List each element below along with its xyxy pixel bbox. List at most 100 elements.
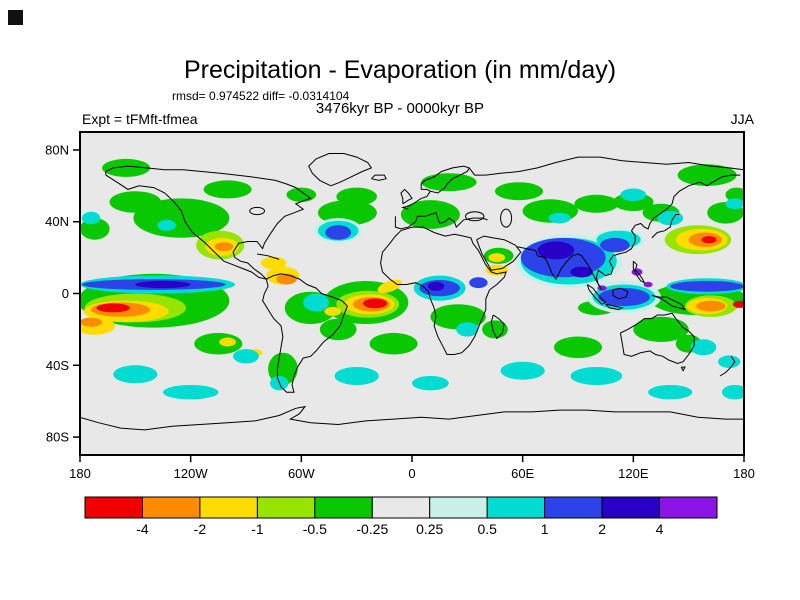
anomaly-region [214, 242, 234, 252]
coastline-path [476, 235, 522, 271]
colorbar-label: -1 [251, 521, 264, 537]
anomaly-region [648, 385, 693, 400]
colorbar-segment [659, 496, 718, 519]
anomaly-region [96, 303, 130, 313]
anomaly-region [319, 318, 357, 341]
anomaly-region [643, 281, 653, 288]
anomaly-region [363, 298, 388, 309]
colorbar-label: 0.5 [477, 521, 497, 537]
anomaly-region [690, 339, 717, 356]
colorbar-segment [199, 496, 258, 519]
window-corner-marker [8, 10, 23, 25]
coastline-path [400, 188, 413, 205]
anomaly-region [203, 180, 252, 199]
colorbar-segment [601, 496, 661, 519]
colorbar-segment [142, 496, 201, 519]
lon-tick-label: 120W [174, 466, 209, 481]
anomaly-region [725, 187, 744, 202]
anomaly-region [260, 256, 287, 270]
colorbar-segment [84, 496, 143, 519]
coastline-path [394, 212, 488, 230]
colorbar-label: 4 [656, 521, 664, 537]
colorbar-segment [429, 496, 488, 519]
anomaly-region [677, 164, 737, 186]
lat-tick-label: 40S [46, 358, 69, 373]
anomaly-region [163, 385, 219, 400]
anomaly-region [81, 211, 101, 225]
coastline-path [308, 153, 373, 187]
coastline-path [619, 312, 695, 365]
anomaly-region [600, 237, 630, 253]
lon-tick-label: 180 [69, 466, 91, 481]
anomaly-region [157, 219, 176, 231]
anomaly-region [377, 279, 403, 294]
anomaly-region [80, 317, 103, 327]
rmsd-diff-stats: rmsd= 0.974522 diff= -0.0314104 [172, 89, 350, 103]
coastline-path [612, 287, 629, 300]
anomaly-region [495, 182, 543, 201]
lon-tick-label: 180 [733, 466, 755, 481]
anomaly-region [113, 365, 158, 384]
coastline-path [719, 356, 736, 377]
inland-sea-outline [500, 208, 513, 228]
anomaly-region [412, 376, 449, 391]
anomaly-region [500, 361, 545, 380]
coastline-path [490, 314, 505, 340]
coastline-path [257, 253, 280, 260]
colorbar-segment [314, 496, 373, 519]
lon-tick-label: 0 [408, 466, 415, 481]
anomaly-region [570, 266, 593, 278]
anomaly-region [286, 187, 317, 202]
lat-tick-label: 80N [45, 142, 69, 157]
coastline-path [400, 190, 431, 210]
anomaly-region [334, 367, 379, 385]
anomaly-region [570, 367, 623, 385]
coastline-path [371, 174, 387, 181]
anomaly-region [324, 306, 342, 316]
anomaly-region [135, 280, 191, 289]
experiment-label: Expt = tFMft-tfmea [82, 111, 198, 127]
colorbar-segment [486, 496, 546, 519]
anomaly-region [427, 281, 445, 291]
lon-tick-label: 60W [288, 466, 315, 481]
coastline-path [680, 366, 686, 372]
coastline-path [420, 165, 470, 194]
anomaly-region [219, 337, 236, 347]
colorbar-label: 0.25 [416, 521, 443, 537]
anomaly-region [597, 285, 607, 291]
coastline-path [632, 260, 646, 284]
colorbar-segment [256, 496, 316, 519]
anomaly-region [725, 198, 744, 210]
anomaly-region [701, 236, 717, 244]
anomaly-region [574, 194, 619, 213]
colorbar-label: 2 [598, 521, 606, 537]
anomaly-region [718, 355, 741, 369]
lon-tick-label: 120E [618, 466, 649, 481]
anomaly-region [554, 336, 602, 359]
colorbar-label: 1 [541, 521, 549, 537]
lat-tick-label: 40N [45, 214, 69, 229]
coastline-path [380, 226, 507, 355]
anomaly-region [488, 253, 506, 263]
colorbar-segment [544, 496, 603, 519]
anomaly-region [620, 188, 647, 202]
coastline-path [262, 273, 348, 393]
anomaly-region [537, 241, 575, 260]
inland-sea-outline [249, 206, 266, 216]
lat-tick-label: 0 [62, 286, 69, 301]
anomaly-region [469, 277, 488, 289]
coastline-path [605, 303, 624, 311]
anomaly-region [102, 158, 151, 177]
map-layers [80, 153, 744, 431]
coastline-path [468, 156, 744, 176]
lon-tick-label: 60E [511, 466, 534, 481]
plot-title: Precipitation - Evaporation (in mm/day) [183, 56, 617, 84]
anomaly-region [109, 191, 162, 213]
coastline-path [105, 165, 312, 280]
coastline-path [517, 174, 741, 291]
anomaly-region [732, 300, 744, 308]
coastline-path [80, 405, 744, 431]
anomaly-region [696, 300, 726, 312]
anomaly-region [369, 332, 418, 355]
